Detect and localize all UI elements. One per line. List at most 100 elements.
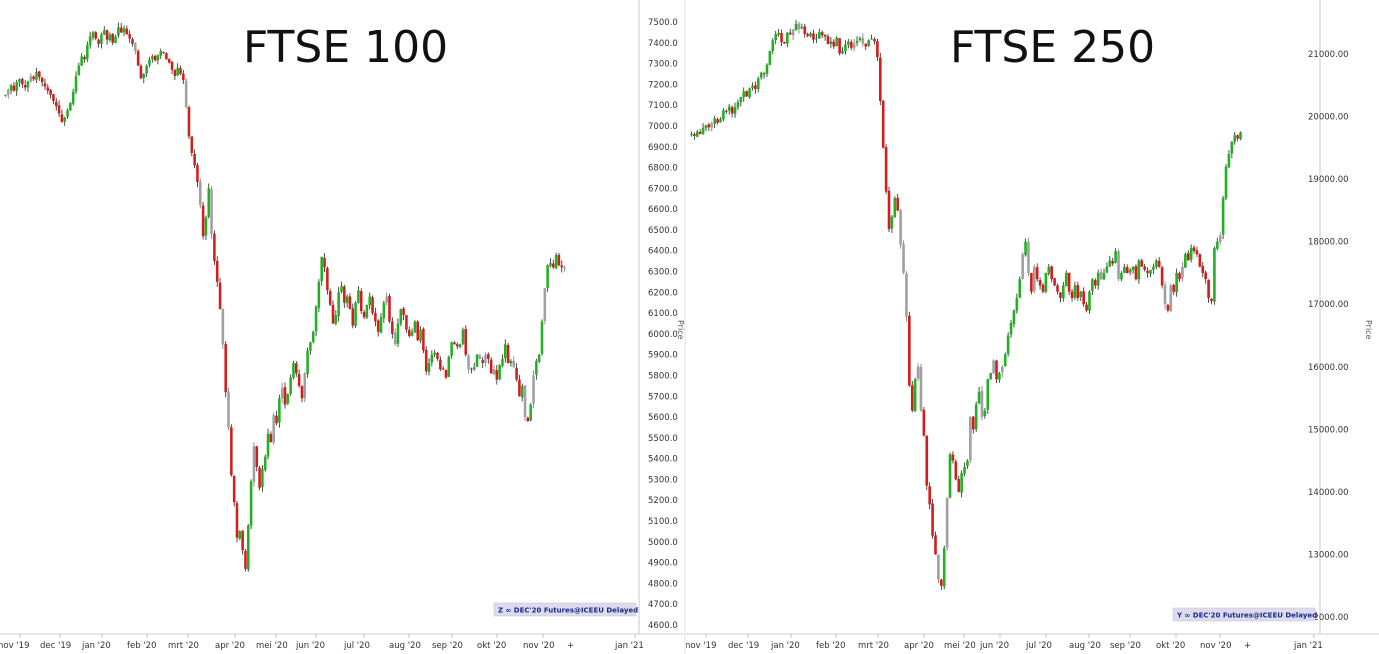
candle bbox=[1221, 195, 1225, 240]
candle bbox=[433, 349, 436, 358]
x-tick-label: nov '19 bbox=[686, 641, 716, 651]
candle bbox=[698, 128, 702, 135]
candle bbox=[314, 304, 318, 337]
candle bbox=[467, 354, 470, 374]
candle bbox=[190, 136, 194, 157]
candle bbox=[890, 215, 894, 233]
candle bbox=[1227, 150, 1231, 169]
candle bbox=[1021, 252, 1024, 280]
candle bbox=[1149, 269, 1152, 278]
candle bbox=[876, 38, 879, 62]
candle bbox=[554, 252, 558, 270]
candle bbox=[470, 367, 473, 374]
candle bbox=[887, 186, 891, 233]
candle bbox=[334, 310, 338, 326]
candle bbox=[861, 33, 865, 47]
candle bbox=[1198, 253, 1202, 268]
candle bbox=[1001, 364, 1004, 378]
candle bbox=[187, 105, 191, 140]
candle bbox=[464, 325, 468, 357]
candle bbox=[1137, 258, 1141, 284]
y-tick-label: 7100.0 bbox=[648, 101, 678, 111]
candle bbox=[922, 406, 926, 437]
candle bbox=[557, 252, 561, 267]
candle bbox=[359, 288, 363, 315]
candle bbox=[1085, 301, 1088, 313]
x-tick-label: sep '20 bbox=[1110, 641, 1141, 651]
candle bbox=[447, 355, 451, 378]
candle bbox=[461, 327, 465, 346]
candle bbox=[925, 435, 929, 491]
candle bbox=[1027, 237, 1030, 277]
ftse250-y-ticks: 21000.00 20000.00 19000.00 18000.00 17000.00… bbox=[1308, 50, 1349, 623]
candle bbox=[337, 287, 340, 322]
y-tick-label: 6900.0 bbox=[648, 143, 678, 153]
candle bbox=[498, 364, 501, 381]
y-tick-label: 6800.0 bbox=[648, 164, 678, 174]
candle bbox=[1233, 131, 1237, 145]
candle bbox=[902, 240, 905, 275]
candle bbox=[495, 364, 499, 385]
candle bbox=[472, 362, 476, 371]
candle bbox=[345, 294, 349, 308]
candle bbox=[167, 58, 171, 64]
candle bbox=[549, 258, 552, 268]
candle bbox=[430, 350, 434, 367]
candle bbox=[989, 372, 993, 380]
candle bbox=[328, 288, 332, 307]
candle bbox=[1192, 245, 1196, 254]
candle bbox=[826, 33, 830, 45]
candle bbox=[1105, 262, 1109, 274]
candle bbox=[509, 359, 513, 367]
candle bbox=[402, 307, 405, 321]
y-tick-label: 6000.0 bbox=[648, 330, 678, 340]
y-tick-label: 5800.0 bbox=[648, 371, 678, 381]
candle bbox=[371, 295, 374, 316]
candle bbox=[1239, 131, 1242, 141]
candle bbox=[405, 314, 408, 333]
candle bbox=[241, 530, 244, 555]
candle bbox=[263, 454, 267, 472]
candle bbox=[38, 70, 41, 81]
candle bbox=[800, 23, 804, 30]
y-tick-label: 4800.0 bbox=[648, 579, 678, 589]
candle bbox=[1035, 263, 1039, 282]
candle bbox=[867, 39, 870, 47]
candle bbox=[43, 78, 47, 90]
candle bbox=[131, 37, 134, 47]
x-tick-label: apr '20 bbox=[904, 641, 934, 651]
candle bbox=[1152, 263, 1155, 275]
candle bbox=[374, 307, 377, 327]
candle bbox=[201, 201, 205, 240]
candle bbox=[835, 36, 839, 47]
candle bbox=[292, 360, 295, 380]
candle bbox=[532, 370, 535, 409]
candle bbox=[1207, 279, 1210, 303]
y-tick-label: 15000.00 bbox=[1308, 425, 1349, 435]
x-tick-label: jun '20 bbox=[295, 641, 325, 651]
candle bbox=[504, 339, 507, 363]
ftse100-chart-panel: 7500.0 7400.0 7300.0 7200.0 7100.0 7000.0 6900… bbox=[0, 0, 684, 654]
candle bbox=[215, 256, 219, 287]
candle bbox=[1184, 252, 1187, 269]
ftse250-legend-text: Y ∞ DEC'20 Futures@ICEEU Delayed bbox=[1176, 612, 1317, 620]
candle bbox=[716, 117, 719, 125]
y-tick-label: 4700.0 bbox=[648, 600, 678, 610]
y-tick-label: 7500.0 bbox=[648, 18, 678, 28]
candle bbox=[1134, 264, 1138, 281]
ftse250-candles bbox=[690, 19, 1242, 590]
candle bbox=[114, 34, 117, 44]
candle bbox=[727, 103, 731, 115]
candle bbox=[1169, 283, 1173, 312]
x-tick-label: aug '20 bbox=[389, 641, 421, 651]
candle bbox=[980, 386, 984, 421]
candle bbox=[453, 340, 456, 345]
candle bbox=[218, 277, 222, 310]
candle bbox=[399, 308, 403, 327]
candle bbox=[295, 360, 298, 377]
candle bbox=[829, 37, 833, 49]
candle bbox=[111, 33, 114, 46]
candle bbox=[1160, 265, 1164, 289]
candle bbox=[838, 37, 841, 56]
candle bbox=[1218, 232, 1222, 246]
